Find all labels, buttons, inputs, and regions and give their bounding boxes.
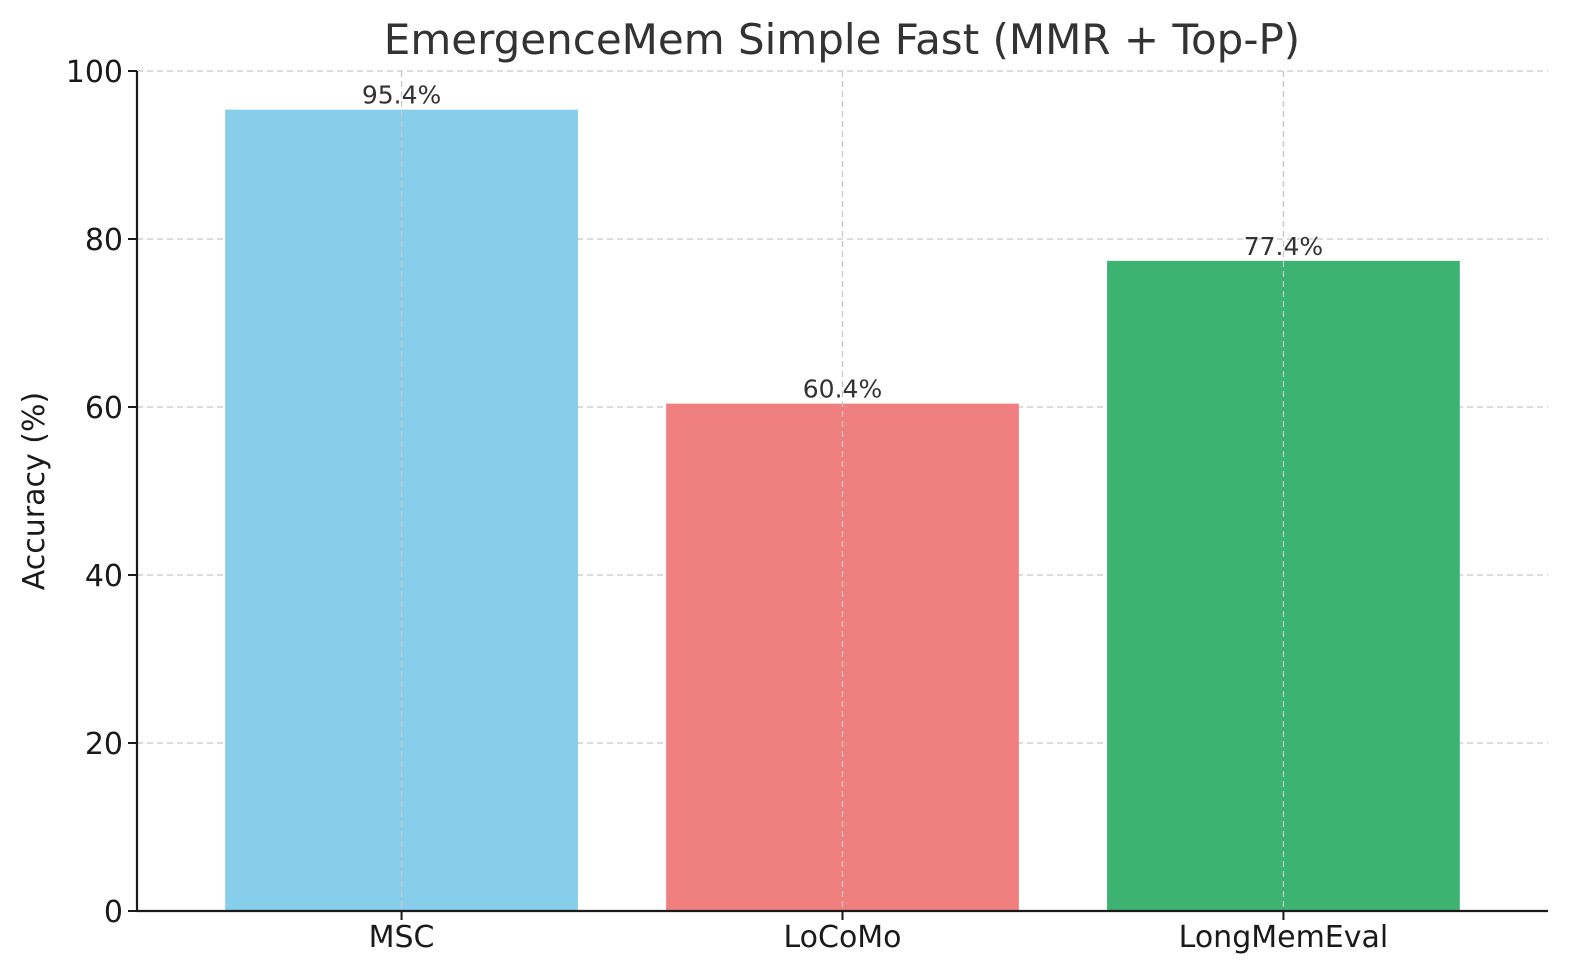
x-tick-label: LoCoMo bbox=[783, 920, 901, 955]
data-label: 60.4% bbox=[803, 375, 882, 404]
x-tick-label: LongMemEval bbox=[1179, 920, 1389, 955]
y-axis-label: Accuracy (%) bbox=[17, 392, 52, 590]
x-tick-label: MSC bbox=[369, 920, 435, 955]
value-labels: 95.4% 60.4% 77.4% bbox=[362, 81, 1323, 404]
vertical-grid bbox=[400, 71, 1285, 911]
bar-msc bbox=[225, 109, 578, 911]
y-tick-label: 0 bbox=[104, 895, 123, 930]
y-tick-label: 20 bbox=[85, 727, 123, 762]
chart-title: EmergenceMem Simple Fast (MMR + Top-P) bbox=[384, 15, 1300, 64]
y-tick-label: 100 bbox=[66, 55, 123, 90]
y-tick-label: 40 bbox=[85, 559, 123, 594]
axes: 0 20 40 60 80 100 MSC LoCoMo LongMemEval bbox=[66, 55, 1548, 955]
bars bbox=[225, 109, 1460, 912]
y-tick-label: 60 bbox=[85, 391, 123, 426]
data-label: 77.4% bbox=[1244, 232, 1323, 261]
data-label: 95.4% bbox=[362, 81, 441, 110]
y-tick-label: 80 bbox=[85, 223, 123, 258]
